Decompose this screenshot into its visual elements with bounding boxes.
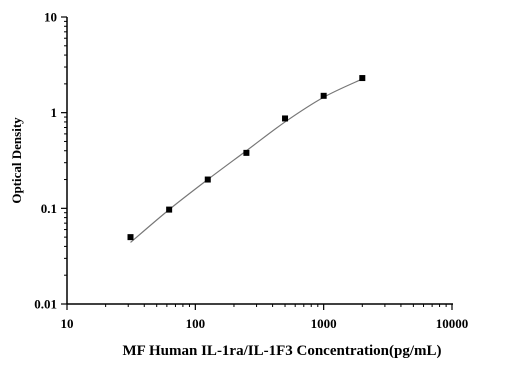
- y-tick-label: 0.01: [34, 297, 57, 312]
- y-axis-ticks: 0.01 0.1 1 10: [34, 10, 67, 312]
- fit-curve: [130, 78, 363, 243]
- x-axis-ticks: 10 100 1000 10000: [61, 304, 469, 331]
- data-point: [243, 149, 250, 156]
- y-tick-label: 10: [44, 10, 57, 25]
- data-point: [127, 234, 134, 241]
- fit-curve-group: [130, 78, 363, 243]
- data-point: [204, 176, 211, 183]
- x-axis-label: MF Human IL-1ra/IL-1F3 Concentration(pg/…: [122, 343, 441, 359]
- y-tick-label: 1: [51, 105, 58, 120]
- x-tick-label: 10000: [436, 316, 469, 331]
- y-tick-label: 0.1: [41, 201, 57, 216]
- y-axis-label: Optical Density: [9, 117, 24, 204]
- data-point: [282, 115, 289, 122]
- data-point: [166, 206, 173, 213]
- x-tick-label: 100: [186, 316, 206, 331]
- data-points: [127, 75, 366, 241]
- axes: [66, 17, 453, 305]
- x-tick-label: 10: [61, 316, 74, 331]
- data-point: [320, 92, 327, 99]
- x-tick-label: 1000: [311, 316, 337, 331]
- data-point: [359, 75, 366, 82]
